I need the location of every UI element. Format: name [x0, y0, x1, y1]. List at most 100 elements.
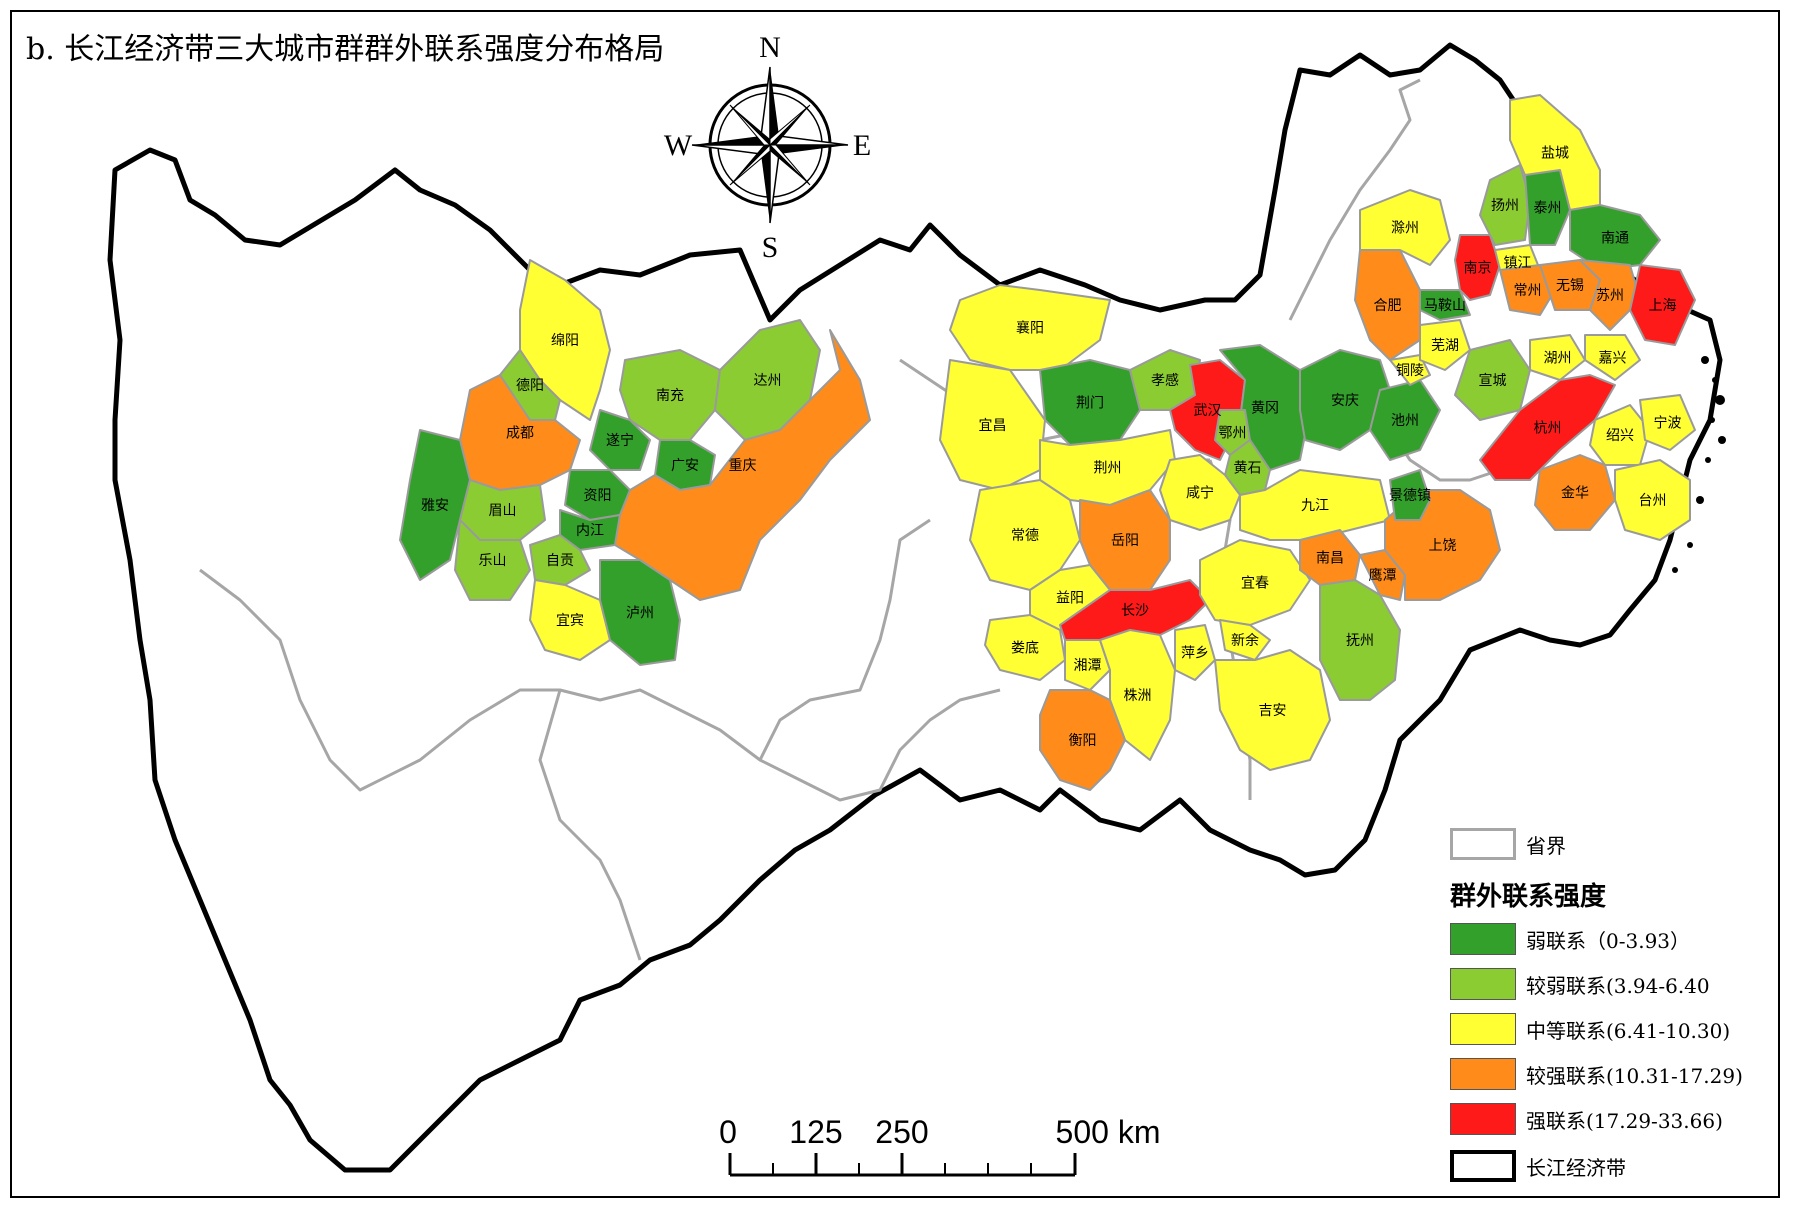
city-label: 常德: [1011, 528, 1039, 544]
city-label: 滁州: [1391, 221, 1419, 237]
city-label: 自贡: [546, 553, 574, 569]
city-label: 景德镇: [1389, 488, 1431, 504]
scale-label-0: 0: [719, 1114, 737, 1150]
region-遂宁: [589, 409, 651, 471]
region-上海: [1629, 264, 1696, 346]
region-咸宁: [1159, 454, 1241, 531]
city-label: 杭州: [1534, 421, 1562, 437]
legend-swatch: [1450, 923, 1516, 955]
city-label: 泰州: [1534, 201, 1562, 217]
city-label: 荆州: [1094, 461, 1122, 477]
region-襄阳: [949, 284, 1111, 371]
city-label: 雅安: [421, 498, 449, 514]
city-label: 金华: [1561, 486, 1589, 502]
region-吉安: [1214, 649, 1331, 771]
city-label: 南通: [1601, 231, 1629, 247]
region-湘潭: [1064, 639, 1111, 691]
legend-class-2: 中等联系(6.41-10.30): [1450, 1011, 1730, 1047]
city-label: 嘉兴: [1599, 351, 1627, 367]
city-label: 株洲: [1124, 688, 1152, 704]
city-label: 芜湖: [1431, 337, 1459, 354]
cheng-yu-cluster: [399, 259, 871, 666]
city-label: 荆门: [1076, 396, 1104, 412]
region-衡阳: [1039, 689, 1126, 791]
region-常州: [1499, 264, 1556, 316]
region-宜昌: [939, 359, 1046, 491]
city-label: 镇江: [1504, 256, 1532, 272]
region-萍乡: [1174, 624, 1216, 681]
region-抚州: [1319, 579, 1401, 701]
city-label: 常州: [1514, 283, 1542, 299]
legend-label: 中等联系(6.41-10.30): [1526, 1018, 1731, 1043]
scale-label-125: 125: [789, 1114, 842, 1150]
region-荆门: [1039, 359, 1141, 446]
city-label: 成都: [506, 426, 534, 442]
city-label: 广安: [671, 458, 699, 474]
region-绵阳: [519, 259, 611, 421]
city-label: 苏州: [1596, 288, 1624, 304]
city-label: 萍乡: [1181, 646, 1209, 662]
city-label: 重庆: [729, 458, 757, 474]
city-label: 南昌: [1316, 551, 1344, 567]
region-株洲: [1099, 629, 1176, 761]
city-label: 绵阳: [551, 332, 579, 349]
region-雅安: [399, 429, 471, 581]
city-label: 益阳: [1056, 591, 1084, 607]
city-label: 新余: [1231, 632, 1259, 649]
region-黄冈: [1219, 344, 1311, 471]
legend-class-4: 强联系(17.29-33.66): [1450, 1101, 1723, 1137]
region-新余: [1219, 619, 1271, 661]
city-label: 襄阳: [1016, 321, 1044, 337]
city-label: 盐城: [1541, 146, 1569, 162]
city-label: 湖州: [1544, 351, 1572, 367]
region-合肥: [1354, 249, 1421, 361]
compass-north: N: [759, 31, 781, 64]
city-label: 宜春: [1241, 576, 1269, 592]
region-台州: [1614, 459, 1691, 541]
city-label: 长沙: [1121, 603, 1149, 619]
city-label: 铜陵: [1396, 363, 1424, 379]
belt-outline: [107, 42, 1723, 1173]
city-label: 无锡: [1556, 278, 1584, 294]
region-泸州: [599, 559, 681, 666]
city-label: 德阳: [516, 378, 544, 394]
region-景德镇: [1389, 469, 1431, 521]
city-label: 乐山: [479, 553, 507, 569]
legend-swatch: [1450, 1013, 1516, 1045]
region-铜陵: [1389, 354, 1431, 386]
coastal-islands: [1672, 356, 1726, 573]
scale-label-250: 250: [875, 1114, 928, 1150]
middle-yangtze-cluster: [939, 284, 1501, 791]
legend-swatch: [1450, 1058, 1516, 1090]
compass-south: S: [762, 231, 779, 264]
region-芜湖: [1419, 319, 1471, 371]
city-label: 遂宁: [606, 432, 634, 449]
region-滁州: [1359, 189, 1451, 266]
region-宜春: [1199, 539, 1311, 626]
city-label: 咸宁: [1186, 485, 1214, 502]
city-label: 孝感: [1151, 372, 1179, 389]
region-岳阳: [1079, 489, 1171, 591]
region-湖州: [1529, 334, 1586, 381]
city-label: 合肥: [1374, 298, 1402, 314]
legend-belt-boundary: 长江经济带: [1450, 1148, 1626, 1184]
city-label: 娄底: [1011, 641, 1039, 657]
legend-province-boundary: 省界: [1450, 826, 1566, 862]
region-乐山: [454, 519, 531, 601]
legend-class-3: 较强联系(10.31-17.29): [1450, 1056, 1743, 1092]
city-label: 衡阳: [1069, 733, 1097, 749]
legend-class-0: 弱联系（0-3.93）: [1450, 921, 1690, 957]
city-label: 黄冈: [1251, 400, 1279, 417]
city-label: 马鞍山: [1424, 298, 1466, 314]
city-label: 眉山: [489, 503, 517, 519]
city-label: 武汉: [1194, 403, 1222, 419]
city-label: 鹰潭: [1369, 567, 1397, 584]
city-label: 宣城: [1479, 373, 1507, 389]
city-label: 黄石: [1234, 460, 1262, 477]
city-label: 台州: [1639, 493, 1667, 509]
legend-label: 较弱联系(3.94-6.40: [1526, 973, 1710, 998]
region-娄底: [984, 614, 1066, 681]
legend-swatch-belt: [1450, 1150, 1516, 1182]
